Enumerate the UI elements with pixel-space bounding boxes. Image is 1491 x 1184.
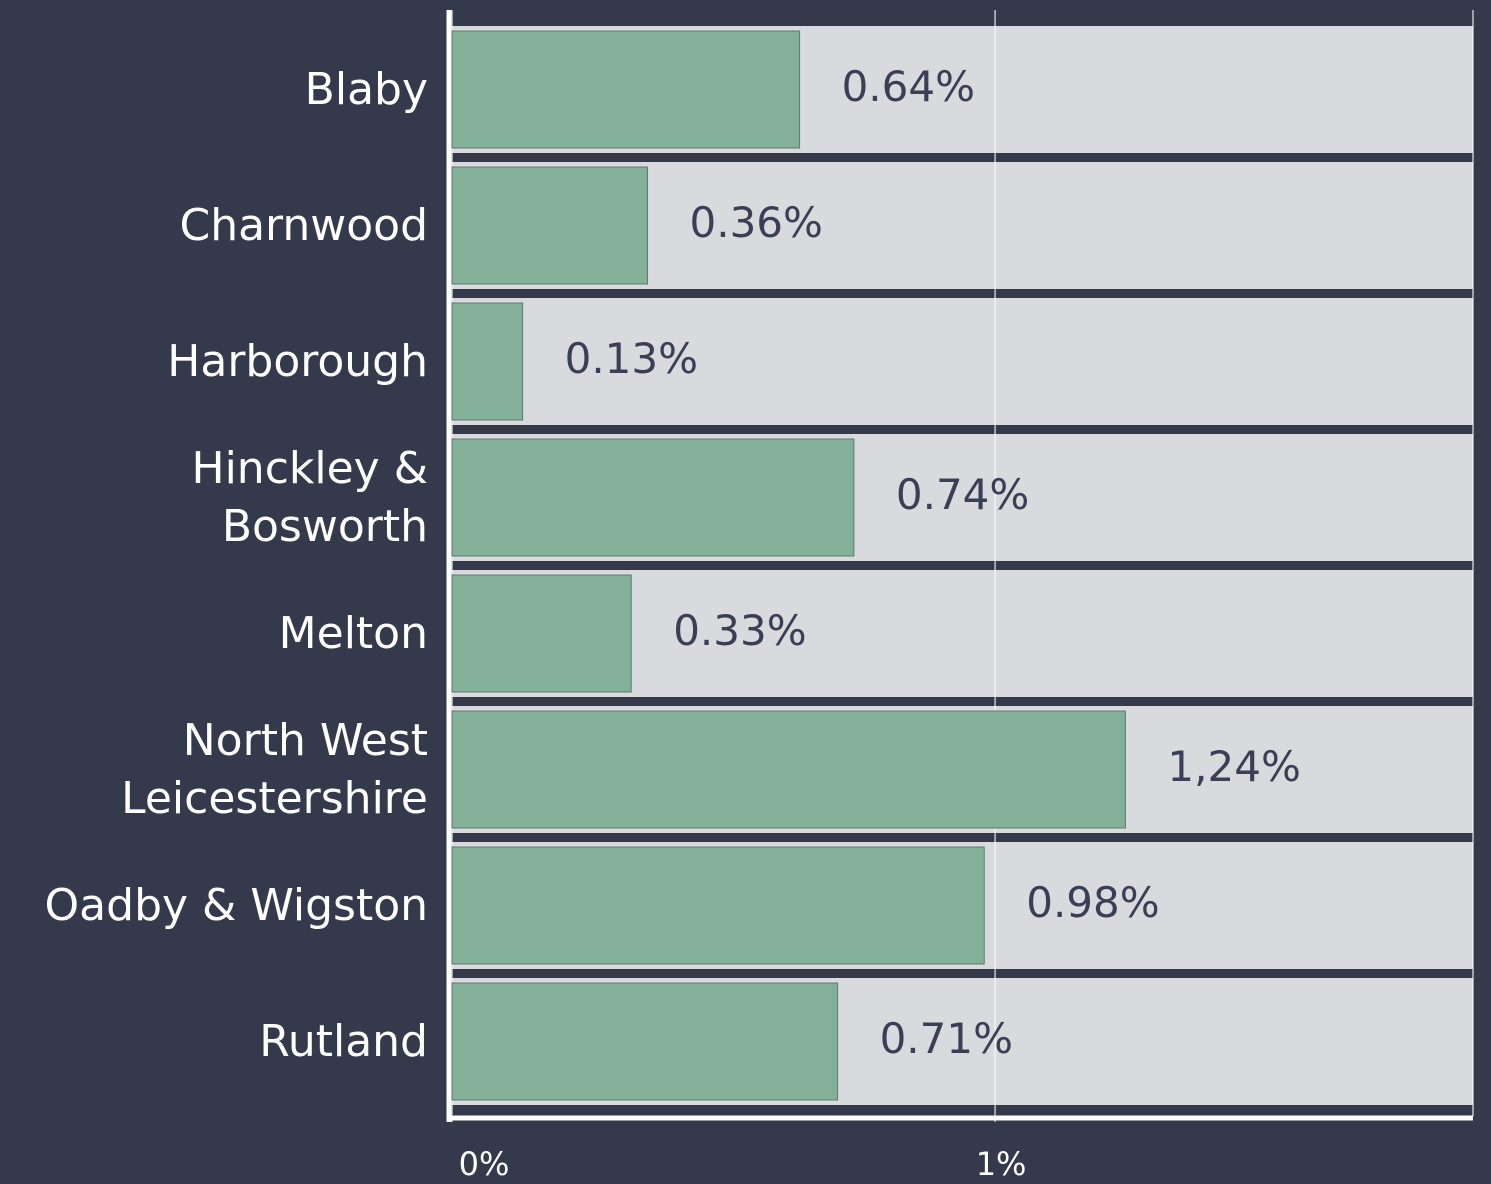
category-label: Charnwood — [179, 199, 428, 251]
value-label: 0.64% — [842, 62, 975, 111]
category-label: Hinckley & Bosworth — [191, 442, 429, 552]
bar — [451, 710, 1126, 829]
value-label: 0.71% — [880, 1014, 1013, 1063]
category-label: North West Leicestershire — [121, 714, 428, 824]
category-label: Rutland — [259, 1015, 428, 1067]
value-label: 1,24% — [1167, 742, 1300, 791]
category-label: Oadby & Wigston — [44, 879, 428, 931]
category-label: Blaby — [304, 63, 428, 115]
value-label: 0.98% — [1026, 878, 1159, 927]
value-label: 0.74% — [896, 470, 1029, 519]
row-background — [452, 298, 1473, 425]
value-label: 0.33% — [673, 606, 806, 655]
value-label: 0.13% — [565, 334, 698, 383]
bar — [451, 166, 649, 285]
bar — [451, 438, 855, 557]
bar — [451, 846, 985, 965]
bar — [451, 302, 524, 421]
x-tick-label: 1% — [976, 1145, 1027, 1183]
bar — [451, 574, 632, 693]
category-label: Melton — [278, 607, 428, 659]
bar — [451, 982, 839, 1101]
value-label: 0.36% — [690, 198, 823, 247]
category-label: Harborough — [167, 335, 428, 387]
x-tick-label: 0% — [459, 1145, 510, 1183]
bar — [451, 30, 801, 149]
